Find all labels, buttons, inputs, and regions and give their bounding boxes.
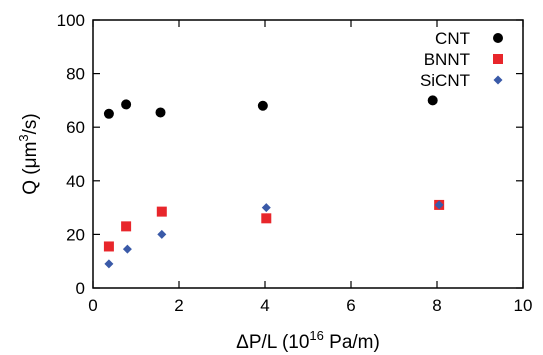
x-tick-label: 2 [174, 296, 183, 315]
y-axis-label: Q (μm3/s) [16, 113, 41, 195]
x-tick-label: 10 [514, 296, 533, 315]
plot-frame [92, 19, 524, 289]
bnnt-point [121, 221, 132, 232]
cnt-point [155, 107, 166, 118]
sicnt-point [122, 244, 132, 254]
x-tick-label: 8 [432, 296, 441, 315]
x-axis-label: ΔP/L (1016 Pa/m) [236, 328, 380, 353]
sicnt-point [157, 229, 167, 239]
cnt-point [257, 100, 268, 111]
legend: CNT BNNT SiCNT [420, 29, 503, 90]
y-tick-label: 40 [66, 172, 85, 191]
bnnt-point [156, 206, 167, 217]
sicnt-point [434, 200, 444, 210]
sicnt-point [261, 203, 271, 213]
x-tick-label: 6 [346, 296, 355, 315]
legend-label-cnt: CNT [435, 29, 470, 48]
y-tick-label: 20 [66, 225, 85, 244]
sicnt-point [104, 259, 114, 269]
x-tick-label: 0 [88, 296, 97, 315]
legend-label-bnnt: BNNT [424, 50, 470, 69]
legend-marker-bnnt [493, 54, 503, 64]
cnt-point [427, 95, 438, 106]
cnt-point [103, 108, 114, 119]
cnt-point [121, 99, 132, 110]
data-points [103, 95, 445, 269]
y-tick-label: 0 [76, 279, 85, 298]
y-tick-label: 60 [66, 118, 85, 137]
bnnt-point [261, 213, 272, 224]
y-tick-label: 100 [57, 11, 85, 30]
legend-marker-sicnt [493, 75, 503, 85]
x-tick-label: 4 [260, 296, 269, 315]
legend-marker-cnt [493, 33, 503, 43]
legend-label-sicnt: SiCNT [420, 71, 470, 90]
y-tick-label: 80 [66, 65, 85, 84]
bnnt-point [103, 241, 114, 252]
